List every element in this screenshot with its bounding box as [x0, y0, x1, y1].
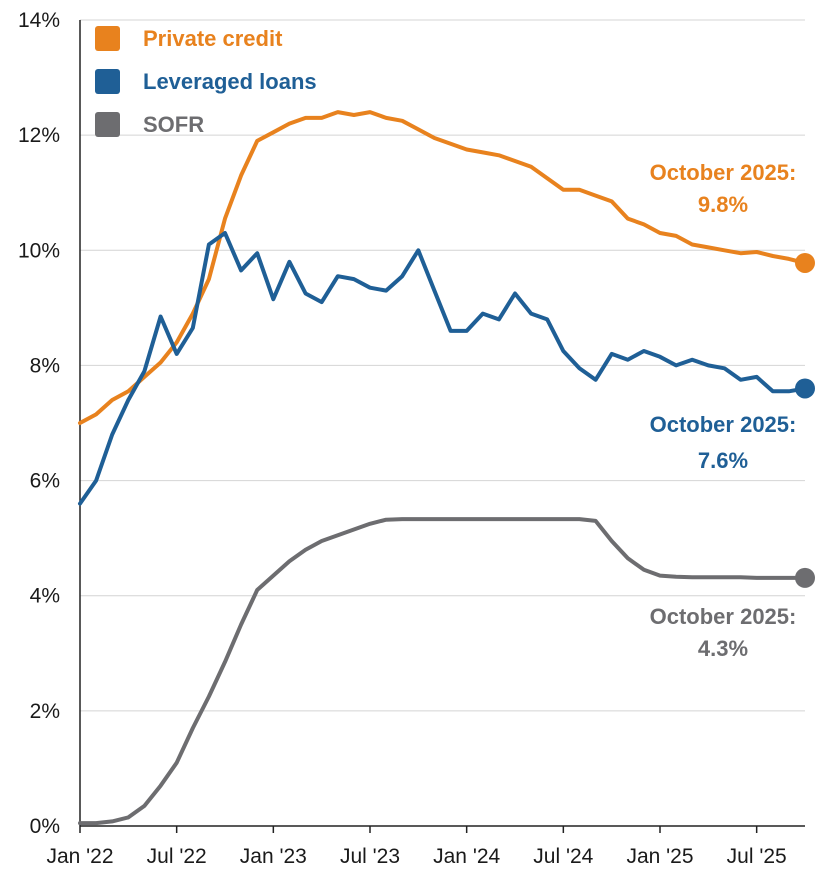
series-line-leveraged-loans — [78, 231, 807, 506]
end-label-sofr: 4.3% — [698, 636, 748, 661]
end-label-private-credit: 9.8% — [698, 192, 748, 217]
x-tick-label: Jul '25 — [727, 845, 787, 868]
end-label-private-credit: October 2025: — [650, 160, 797, 185]
legend: Private credit Leveraged loans SOFR — [95, 26, 317, 137]
legend-label-leveraged-loans: Leveraged loans — [143, 69, 317, 94]
end-label-leveraged-loans: October 2025: — [650, 412, 797, 437]
y-tick-label: 8% — [30, 354, 60, 377]
legend-swatch-private-credit — [95, 26, 120, 51]
end-point-sofr — [795, 567, 815, 588]
axes: 0% 2% 4% 6% 8% 10% 12% 14% Jan '22 Jul '22 Jan '23… — [18, 9, 805, 868]
y-tick-label: 0% — [30, 815, 60, 838]
legend-label-private-credit: Private credit — [143, 26, 283, 51]
x-tick-label: Jan '22 — [46, 845, 113, 868]
x-tick-label: Jul '23 — [340, 845, 400, 868]
y-tick-label: 10% — [18, 239, 60, 262]
y-tick-label: 14% — [18, 9, 60, 32]
y-tick-label: 6% — [30, 470, 60, 493]
end-label-leveraged-loans: 7.6% — [698, 448, 748, 473]
series-lines — [78, 110, 815, 826]
legend-label-sofr: SOFR — [143, 112, 204, 137]
end-annotations: October 2025: 9.8% October 2025: 7.6% Octobe… — [650, 160, 797, 661]
legend-swatch-leveraged-loans — [95, 69, 120, 94]
end-point-leveraged-loans — [795, 378, 815, 399]
x-tick-label: Jan '24 — [433, 845, 500, 868]
series-line-sofr — [78, 517, 807, 826]
legend-swatch-sofr — [95, 112, 120, 137]
x-tick-label: Jul '24 — [533, 845, 593, 868]
end-label-sofr: October 2025: — [650, 604, 797, 629]
x-tick-label: Jan '23 — [240, 845, 307, 868]
x-tick-label: Jul '22 — [147, 845, 207, 868]
y-tick-label: 12% — [18, 124, 60, 147]
y-tick-label: 4% — [30, 585, 60, 608]
y-tick-label: 2% — [30, 700, 60, 723]
gridlines — [80, 19, 805, 712]
end-point-private-credit — [795, 252, 815, 273]
x-tick-label: Jan '25 — [626, 845, 693, 868]
series-line-private-credit — [78, 110, 807, 425]
